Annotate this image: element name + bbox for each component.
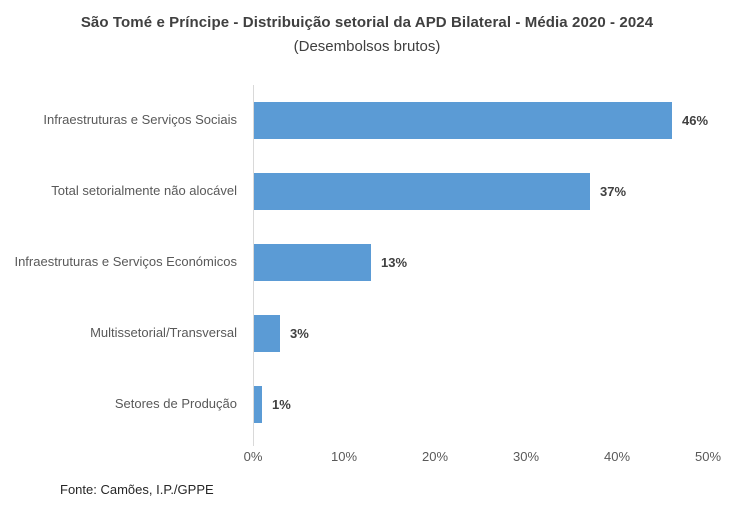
source-note: Fonte: Camões, I.P./GPPE [60,482,214,497]
chart-title: São Tomé e Príncipe - Distribuição setor… [80,14,654,31]
data-label: 46% [682,113,709,128]
bar-track: 37% [253,156,708,227]
value-axis-line [253,85,254,446]
x-axis-tick-label: 0% [243,449,263,464]
x-axis-tick-label: 40% [603,449,631,464]
category-label: Multissetorial/Transversal [90,325,237,341]
data-label: 3% [290,326,309,341]
category-label: Infraestruturas e Serviços Sociais [43,112,237,128]
bar-segment [253,244,371,281]
category-label: Total setorialmente não alocável [51,183,237,199]
x-axis-tick-label: 20% [421,449,449,464]
data-label: 37% [600,184,627,199]
bar-track: 1% [253,369,708,440]
chart-subtitle: (Desembolsos brutos) [293,38,441,55]
bar-track: 46% [253,85,708,156]
bar-track: 13% [253,227,708,298]
bar-segment [253,173,590,210]
category-label: Infraestruturas e Serviços Económicos [14,254,237,270]
x-axis-tick-label: 30% [512,449,540,464]
data-label: 1% [272,397,291,412]
chart-row: Setores de Produção 1% [0,369,734,440]
category-label: Setores de Produção [114,396,237,412]
chart-row: Infraestruturas e Serviços Económicos 13% [0,227,734,298]
x-axis-tick-label: 10% [330,449,358,464]
bar-segment [253,315,280,352]
chart-row: Total setorialmente não alocável 37% [0,156,734,227]
bar-segment [253,102,672,139]
x-axis-tick-label: 50% [694,449,722,464]
plot-area: Infraestruturas e Serviços Sociais 46% Tot… [0,85,734,441]
bar-segment [253,386,262,423]
x-axis: 0% 10% 20% 30% 40% 50% [244,449,721,467]
data-label: 13% [381,255,408,270]
chart-row: Infraestruturas e Serviços Sociais 46% [0,85,734,156]
bar-track: 3% [253,298,708,369]
chart-row: Multissetorial/Transversal 3% [0,298,734,369]
